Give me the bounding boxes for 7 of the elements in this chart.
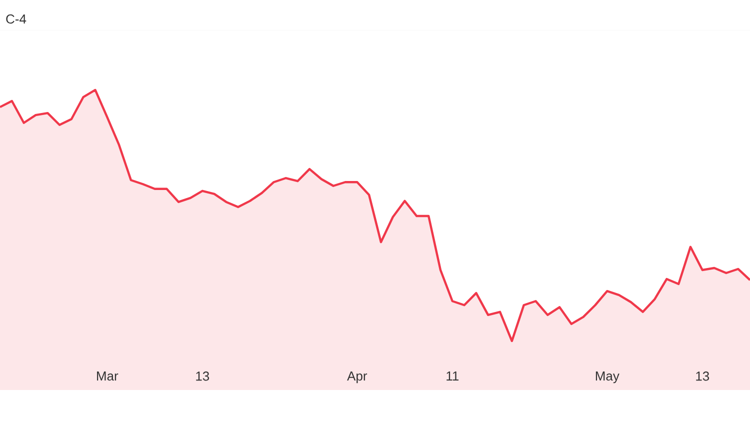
chart-title: C-4 (6, 14, 26, 24)
x-tick-label: Apr (347, 372, 368, 384)
x-tick-label: 13 (696, 372, 710, 381)
x-tick-label: 11 (446, 372, 459, 380)
x-tick-label: May (596, 372, 620, 384)
x-tick-label: 13 (196, 372, 210, 381)
x-tick-label: Mar (97, 372, 118, 381)
